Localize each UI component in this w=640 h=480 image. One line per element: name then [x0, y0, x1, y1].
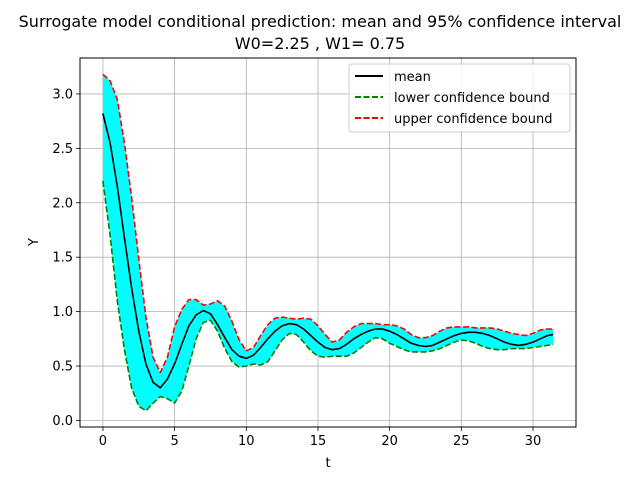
y-tick-label: 2.5: [52, 142, 73, 157]
plot-frame: [79, 57, 577, 428]
legend-label-mean: mean: [394, 70, 431, 85]
x-tick-label: 25: [453, 434, 470, 449]
y-tick-label: 0.0: [52, 414, 73, 429]
chart-subtitle: W0=2.25 , W1= 0.75: [234, 34, 406, 53]
x-tick-label: 5: [170, 434, 178, 449]
x-axis: 0 5 10 15 20 25 30: [99, 427, 541, 449]
series-line-lower-confidence-bound: [102, 180, 554, 412]
series-line-upper-confidence-bound: [102, 73, 554, 374]
legend-label-lower-confidence-bound: lower confidence bound: [394, 91, 550, 106]
series-line-mean: [102, 113, 554, 389]
y-tick-label: 0.5: [52, 360, 73, 375]
x-axis-label: t: [325, 456, 330, 471]
x-tick-label: 0: [99, 434, 107, 449]
y-axis: 0.0 0.5 1.0 1.5 2.0 2.5 3.0: [52, 87, 80, 429]
legend: mean lower confidence bound upper confid…: [348, 63, 571, 133]
y-axis-label: Y: [27, 238, 42, 247]
y-tick-label: 2.0: [52, 196, 73, 211]
x-tick-label: 15: [310, 434, 327, 449]
y-tick-label: 1.5: [52, 251, 73, 266]
x-tick-label: 10: [238, 434, 255, 449]
x-tick-label: 30: [525, 434, 542, 449]
chart-title: Surrogate model conditional prediction: …: [18, 12, 622, 31]
series-lines: [102, 73, 554, 412]
legend-box: [348, 63, 571, 133]
legend-label-upper-confidence-bound: upper confidence bound: [394, 112, 552, 127]
y-tick-label: 1.0: [52, 305, 73, 320]
x-tick-label: 20: [381, 434, 398, 449]
y-tick-label: 3.0: [52, 87, 73, 102]
